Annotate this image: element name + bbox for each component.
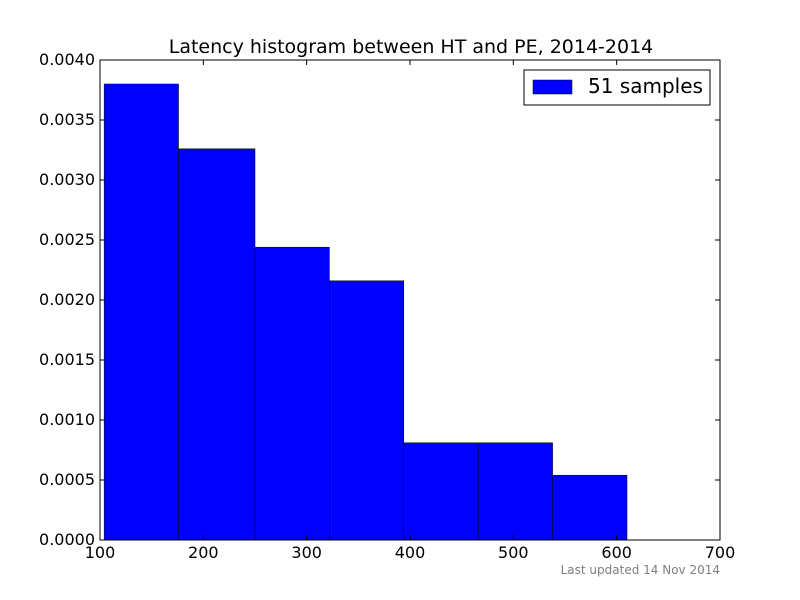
legend-swatch: [532, 79, 573, 95]
y-tick-label: 0.0010: [39, 410, 95, 429]
y-tick-labels: 0.0000 0.0005 0.0010 0.0015 0.0020 0.0025 0.00…: [39, 50, 95, 549]
chart-title: Latency histogram between HT and PE, 201…: [169, 36, 654, 58]
x-tick-label: 100: [85, 543, 116, 562]
x-tick-label: 400: [395, 543, 426, 562]
histogram-bars: [103, 83, 628, 541]
histogram-bar: [103, 83, 179, 541]
histogram-bar: [403, 442, 479, 541]
histogram-bar: [329, 280, 405, 541]
x-tick-label: 600: [601, 543, 632, 562]
histogram-bar: [254, 246, 330, 541]
y-tick-label: 0.0030: [39, 170, 95, 189]
y-tick-label: 0.0005: [39, 470, 95, 489]
x-tick-label: 200: [188, 543, 219, 562]
y-tick-label: 0.0020: [39, 290, 95, 309]
histogram-bar: [477, 442, 553, 541]
y-tick-label: 0.0025: [39, 230, 95, 249]
y-tick-label: 0.0015: [39, 350, 95, 369]
x-tick-label: 300: [291, 543, 322, 562]
plot-frame: [99, 59, 721, 541]
legend-label: 51 samples: [588, 74, 703, 98]
y-tick-label: 0.0000: [39, 530, 95, 549]
y-tick-label: 0.0035: [39, 110, 95, 129]
histogram-bar: [552, 474, 628, 541]
histogram-bar: [178, 148, 256, 541]
x-tick-labels: 100 200 300 400 500 600 700: [85, 543, 736, 562]
legend: 51 samples: [523, 69, 711, 106]
last-updated-note: Last updated 14 Nov 2014: [561, 563, 720, 577]
y-tick-label: 0.0040: [39, 50, 95, 69]
x-tick-label: 700: [705, 543, 736, 562]
x-tick-label: 500: [498, 543, 529, 562]
